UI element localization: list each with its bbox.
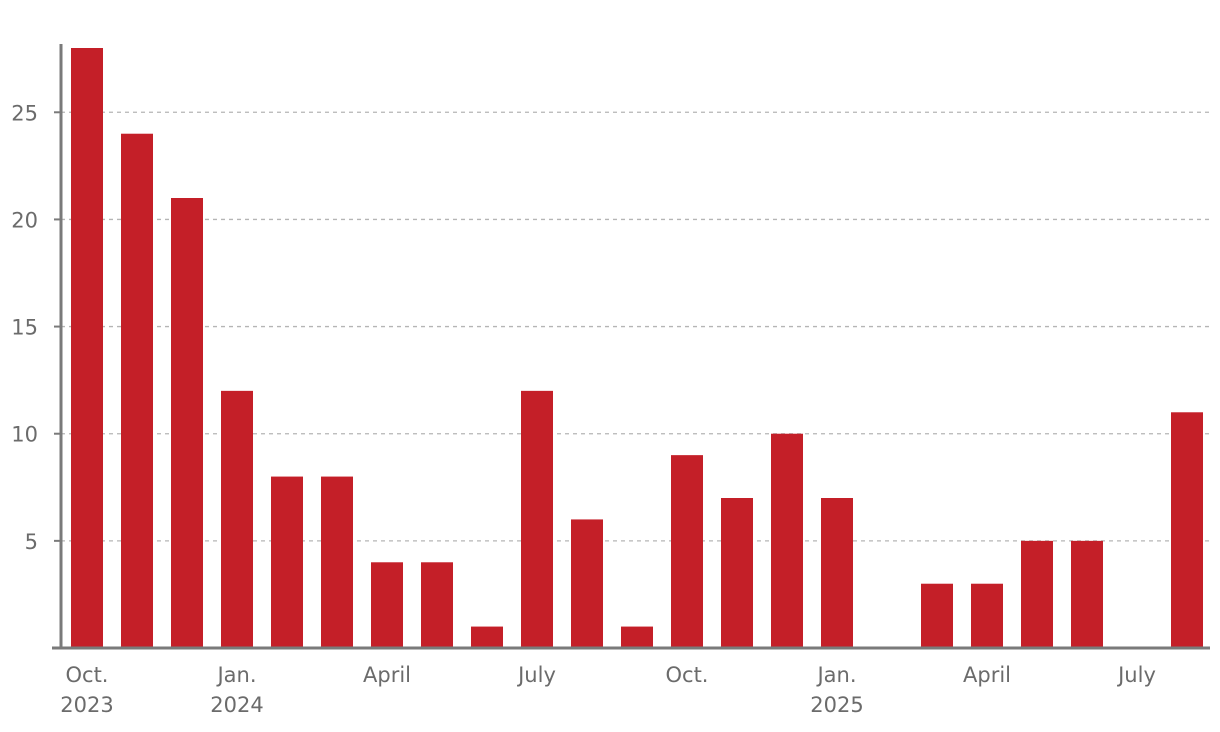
bar-2024-02 <box>271 476 303 648</box>
x-tick-label: Oct. <box>66 663 109 687</box>
x-tick-year-label: 2024 <box>210 693 263 717</box>
bar-2023-12 <box>171 198 203 648</box>
x-tick-label: April <box>363 663 411 687</box>
bar-2024-01 <box>221 390 253 648</box>
x-tick-year-label: 2025 <box>810 693 863 717</box>
bar-2025-08 <box>1171 412 1203 648</box>
x-axis-ticks: Oct. 2023 Jan. 2024 April July Oct. Jan. 2025 Apr… <box>60 663 1156 717</box>
y-tick-label: 10 <box>11 423 38 447</box>
x-tick-label: Oct. <box>666 663 709 687</box>
bar-2024-09 <box>621 626 653 648</box>
bar-2025-03 <box>921 583 953 648</box>
x-tick-label: July <box>1116 663 1156 687</box>
bars <box>71 48 1203 648</box>
bar-2024-05 <box>421 562 453 648</box>
y-tick-label: 5 <box>25 530 38 554</box>
bar-2024-11 <box>721 498 753 648</box>
bar-2025-04 <box>971 583 1003 648</box>
y-tick-label: 20 <box>11 208 38 232</box>
x-tick-label: April <box>963 663 1011 687</box>
x-tick-label: Jan. <box>215 663 256 687</box>
x-tick-label: Jan. <box>815 663 856 687</box>
bar-2025-06 <box>1071 540 1103 648</box>
bar-2023-10 <box>71 48 103 648</box>
y-axis-ticks: 5 10 15 20 25 <box>11 101 61 554</box>
x-tick-year-label: 2023 <box>60 693 113 717</box>
bar-2024-10 <box>671 455 703 648</box>
bar-2023-11 <box>121 133 153 648</box>
axes <box>52 44 1210 650</box>
bar-2024-03 <box>321 476 353 648</box>
bar-2025-05 <box>1021 540 1053 648</box>
bar-2025-01 <box>821 498 853 648</box>
x-tick-label: July <box>516 663 556 687</box>
bar-2024-08 <box>571 519 603 648</box>
bar-2024-12 <box>771 433 803 648</box>
bar-2024-07 <box>521 390 553 648</box>
y-tick-label: 25 <box>11 101 38 125</box>
bar-2024-06 <box>471 626 503 648</box>
bar-2024-04 <box>371 562 403 648</box>
y-tick-label: 15 <box>11 316 38 340</box>
